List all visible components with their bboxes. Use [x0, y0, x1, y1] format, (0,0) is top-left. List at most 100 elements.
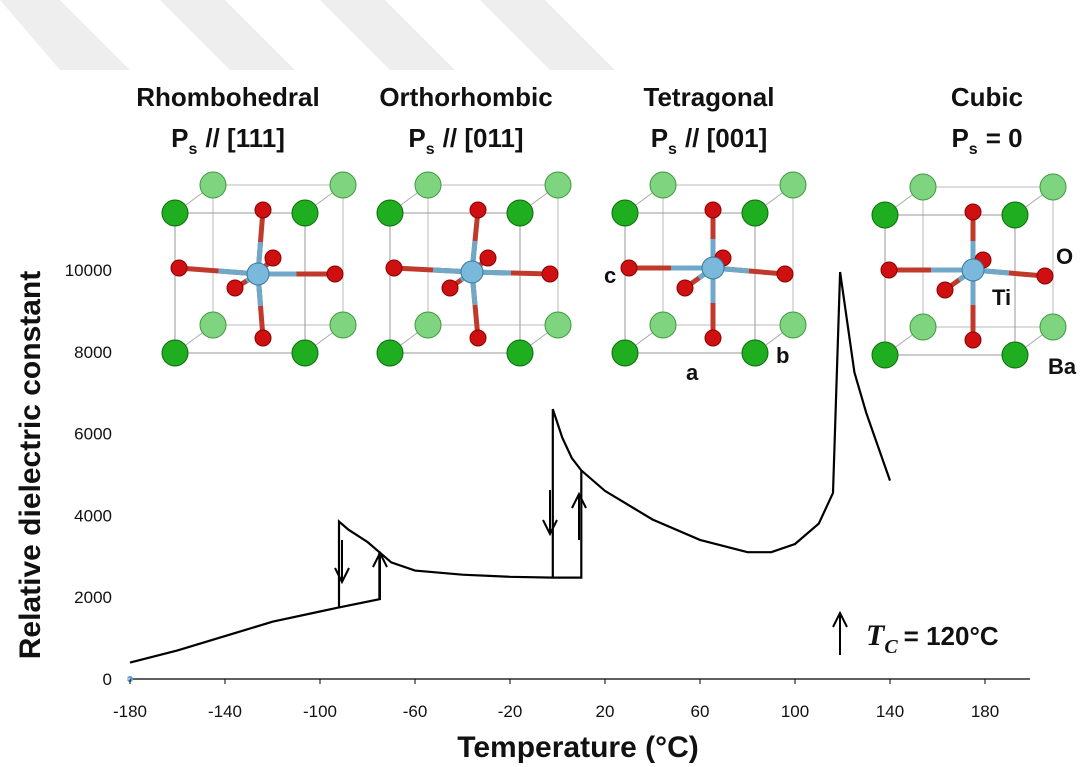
x-tick-label: -140 [208, 702, 242, 721]
ba-atom [376, 339, 404, 367]
o-atom [254, 201, 272, 219]
x-tick-label: -180 [113, 702, 147, 721]
tc-text: = 120°C [904, 621, 999, 651]
y-tick-label: 2000 [74, 588, 112, 607]
atom-label: Ti [992, 285, 1011, 310]
o-atom [226, 279, 244, 297]
o-atom [479, 249, 497, 267]
x-axis-label: Temperature (°C) [457, 731, 698, 764]
ba-atom [376, 199, 404, 227]
o-atom [469, 201, 487, 219]
polarization-symbol: P [171, 123, 188, 153]
o-atom [469, 329, 487, 347]
polarization-subscript: s [426, 141, 435, 158]
lattice-label: c [604, 263, 616, 288]
o-atom [880, 261, 898, 279]
lattice-label: b [776, 343, 789, 368]
o-atom [385, 259, 403, 277]
ba-atom [329, 311, 357, 339]
transition-arrows [334, 490, 848, 655]
polarization-direction: // [001] [685, 123, 767, 153]
x-tick-label: 180 [971, 702, 999, 721]
ba-atom [291, 199, 319, 227]
atom-label: O [1056, 244, 1073, 269]
ba-atom [414, 311, 442, 339]
atom-label: Ba [1048, 354, 1077, 379]
o-atom [964, 331, 982, 349]
ba-atom [199, 311, 227, 339]
x-tick-label: -100 [303, 702, 337, 721]
ti-atom [701, 256, 725, 280]
ba-atom [741, 199, 769, 227]
tc-symbol: T [866, 619, 886, 652]
lattice-label: a [686, 360, 699, 385]
ba-atom [291, 339, 319, 367]
ba-atom [414, 171, 442, 199]
ba-atom [1039, 313, 1067, 341]
polarization-symbol: P [951, 123, 968, 153]
ba-atom [741, 339, 769, 367]
o-atom [326, 265, 344, 283]
x-tick-label: 100 [781, 702, 809, 721]
x-tick-label: 20 [596, 702, 615, 721]
o-atom [676, 279, 694, 297]
x-tick-label: 60 [691, 702, 710, 721]
polarization-subscript: s [969, 141, 978, 158]
ba-atom [1001, 201, 1029, 229]
polarization-symbol: P [651, 123, 668, 153]
crystal-structures [161, 171, 1067, 369]
y-tick-label: 4000 [74, 506, 112, 525]
ba-atom [611, 199, 639, 227]
ba-atom [909, 313, 937, 341]
ba-atom [871, 201, 899, 229]
o-atom [441, 279, 459, 297]
phase-name: Tetragonal [644, 82, 775, 112]
ba-atom [611, 339, 639, 367]
ba-atom [779, 171, 807, 199]
o-atom [620, 259, 638, 277]
ba-atom [161, 199, 189, 227]
ba-atom [544, 311, 572, 339]
ti-atom [246, 262, 270, 286]
o-atom [541, 265, 559, 283]
x-tick-label: 140 [876, 702, 904, 721]
phase-name: Orthorhombic [379, 82, 552, 112]
ba-atom [1039, 173, 1067, 201]
x-tick-label: -60 [403, 702, 428, 721]
ba-atom [506, 339, 534, 367]
phase-polarization: Ps // [011] [408, 123, 523, 158]
ti-atom [460, 260, 484, 284]
o-atom [254, 329, 272, 347]
ti-atom [961, 258, 985, 282]
ba-atom [1001, 341, 1029, 369]
polarization-subscript: s [668, 141, 677, 158]
polarization-direction: // [011] [443, 123, 524, 153]
phase-polarization: Ps // [001] [651, 123, 768, 158]
ba-atom [506, 199, 534, 227]
phase-polarization: Ps // [111] [171, 123, 285, 158]
tc-annotation: TC = 120°C [866, 619, 999, 658]
phase-name: Rhombohedral [136, 82, 319, 112]
phase-polarization: Ps = 0 [951, 123, 1022, 158]
ba-atom [199, 171, 227, 199]
ba-atom [649, 311, 677, 339]
polarization-direction: // [111] [205, 123, 285, 153]
o-atom [964, 203, 982, 221]
watermark [0, 0, 615, 70]
ba-atom [649, 171, 677, 199]
tc-subscript: C [884, 636, 898, 658]
y-tick-label: 0 [103, 670, 112, 689]
polarization-symbol: P [408, 123, 425, 153]
ba-atom [544, 171, 572, 199]
o-atom [1036, 267, 1054, 285]
data-line [129, 271, 892, 664]
ba-atom [909, 173, 937, 201]
y-tick-label: 6000 [74, 425, 112, 444]
ba-atom [161, 339, 189, 367]
ba-atom [329, 171, 357, 199]
x-tick-label: -20 [498, 702, 523, 721]
ba-atom [871, 341, 899, 369]
phase-labels: Rhombohedral Ps // [111] Orthorhombic Ps // [… [136, 82, 1023, 158]
o-atom [170, 259, 188, 277]
